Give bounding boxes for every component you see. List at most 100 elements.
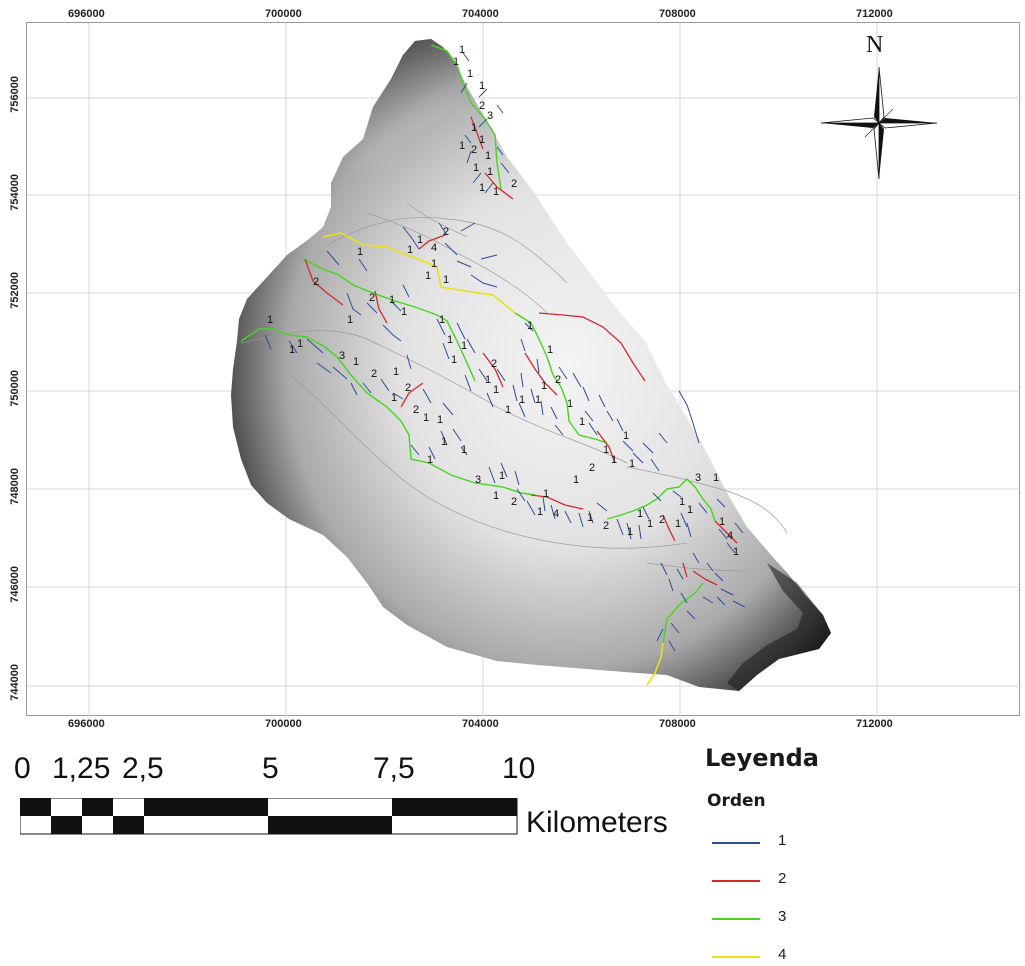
scale-bar-label: 1,25 — [52, 752, 111, 785]
stream-order-label: 1 — [479, 182, 485, 194]
stream-order-label: 1 — [357, 246, 363, 258]
stream-order-label: 2 — [313, 276, 319, 288]
legend-title: Leyenda — [705, 744, 819, 772]
stream-order-label: 1 — [541, 380, 547, 392]
subbasin-outlines — [240, 202, 788, 572]
stream-order-label: 2 — [491, 358, 497, 370]
stream-order-label: 4 — [727, 530, 733, 542]
legend-swatch — [712, 842, 760, 844]
stream-order-label: 2 — [405, 382, 411, 394]
stream-order-label: 1 — [623, 430, 629, 442]
legend-label: 1 — [778, 832, 787, 849]
stream-order-label: 3 — [695, 472, 701, 484]
stream-order-label: 1 — [579, 416, 585, 428]
legend-label: 3 — [778, 908, 787, 925]
scale-unit-label: Kilometers — [526, 806, 668, 839]
stream-order-label: 1 — [627, 526, 633, 538]
legend-swatch — [712, 918, 760, 920]
stream-order-label: 1 — [407, 244, 413, 256]
x-tick-label: 704000 — [462, 718, 499, 730]
stream-order-label: 1 — [713, 472, 719, 484]
stream-order-label: 1 — [687, 504, 693, 516]
scale-bar-label: 7,5 — [373, 752, 415, 785]
stream-order-label: 1 — [493, 384, 499, 396]
legend-swatch — [712, 956, 760, 958]
stream-order-4 — [322, 232, 664, 686]
stream-order-label: 1 — [547, 344, 553, 356]
stream-order-label: 1 — [459, 44, 465, 56]
stream-order-label: 2 — [471, 144, 477, 156]
stream-order-label: 2 — [511, 496, 517, 508]
stream-order-label: 2 — [443, 226, 449, 238]
stream-order-label: 1 — [679, 496, 685, 508]
stream-order-label: 2 — [369, 292, 375, 304]
stream-order-label: 1 — [353, 356, 359, 368]
stream-order-label: 1 — [425, 270, 431, 282]
scale-bar-label: 2,5 — [122, 752, 164, 785]
x-tick-label: 696000 — [68, 8, 105, 20]
stream-order-label: 1 — [401, 306, 407, 318]
stream-order-label: 1 — [479, 134, 485, 146]
x-tick-label: 712000 — [856, 718, 893, 730]
stream-order-label: 1 — [461, 444, 467, 456]
scale-bar-label: 0 — [14, 752, 31, 785]
stream-order-label: 4 — [431, 242, 437, 254]
stream-order-label: 1 — [393, 366, 399, 378]
stream-order-label: 1 — [587, 512, 593, 524]
stream-order-label: 1 — [427, 454, 433, 466]
stream-order-label: 1 — [473, 162, 479, 174]
stream-order-label: 1 — [479, 80, 485, 92]
stream-order-label: 1 — [297, 338, 303, 350]
stream-order-label: 2 — [659, 514, 665, 526]
stream-order-label: 1 — [535, 394, 541, 406]
stream-order-label: 2 — [371, 368, 377, 380]
legend-label: 2 — [778, 870, 787, 887]
stream-order-label: 1 — [487, 166, 493, 178]
stream-order-label: 1 — [647, 518, 653, 530]
stream-order-label: 1 — [567, 398, 573, 410]
stream-order-3 — [240, 44, 716, 644]
stream-order-label: 1 — [733, 546, 739, 558]
stream-order-label: 1 — [459, 140, 465, 152]
x-tick-label: 700000 — [265, 718, 302, 730]
stream-order-label: 1 — [611, 454, 617, 466]
y-tick-label: 752000 — [9, 272, 21, 309]
stream-order-label: 1 — [519, 394, 525, 406]
stream-order-label: 1 — [467, 68, 473, 80]
stream-order-label: 1 — [423, 412, 429, 424]
stream-order-label: 1 — [537, 506, 543, 518]
stream-order-label: 1 — [573, 474, 579, 486]
x-tick-label: 712000 — [856, 8, 893, 20]
scale-bar — [20, 798, 518, 835]
y-tick-label: 744000 — [9, 664, 21, 701]
stream-order-label: 1 — [391, 392, 397, 404]
legend-swatch — [712, 880, 760, 882]
x-tick-label: 700000 — [265, 8, 302, 20]
x-tick-label: 704000 — [462, 8, 499, 20]
y-tick-label: 754000 — [9, 174, 21, 211]
stream-order-label: 2 — [589, 462, 595, 474]
scale-bar-label: 5 — [262, 752, 279, 785]
stream-order-label: 1 — [493, 186, 499, 198]
stream-order-label: 1 — [453, 56, 459, 68]
stream-order-label: 1 — [493, 490, 499, 502]
scale-bar-label: 10 — [502, 752, 536, 785]
watershed-dem — [231, 39, 831, 691]
y-tick-label: 756000 — [9, 76, 21, 113]
stream-order-label: 1 — [485, 374, 491, 386]
stream-order-label: 3 — [339, 350, 345, 362]
x-tick-label: 696000 — [68, 718, 105, 730]
stream-order-label: 1 — [451, 354, 457, 366]
legend-label: 4 — [778, 946, 787, 963]
stream-order-label: 1 — [603, 444, 609, 456]
stream-order-label: 1 — [543, 488, 549, 500]
stream-order-label: 1 — [527, 320, 533, 332]
stream-order-label: 1 — [629, 458, 635, 470]
stream-order-label: 2 — [555, 374, 561, 386]
north-arrow-icon — [820, 66, 938, 180]
y-tick-label: 748000 — [9, 468, 21, 505]
watershed-dem-shade — [239, 39, 467, 323]
